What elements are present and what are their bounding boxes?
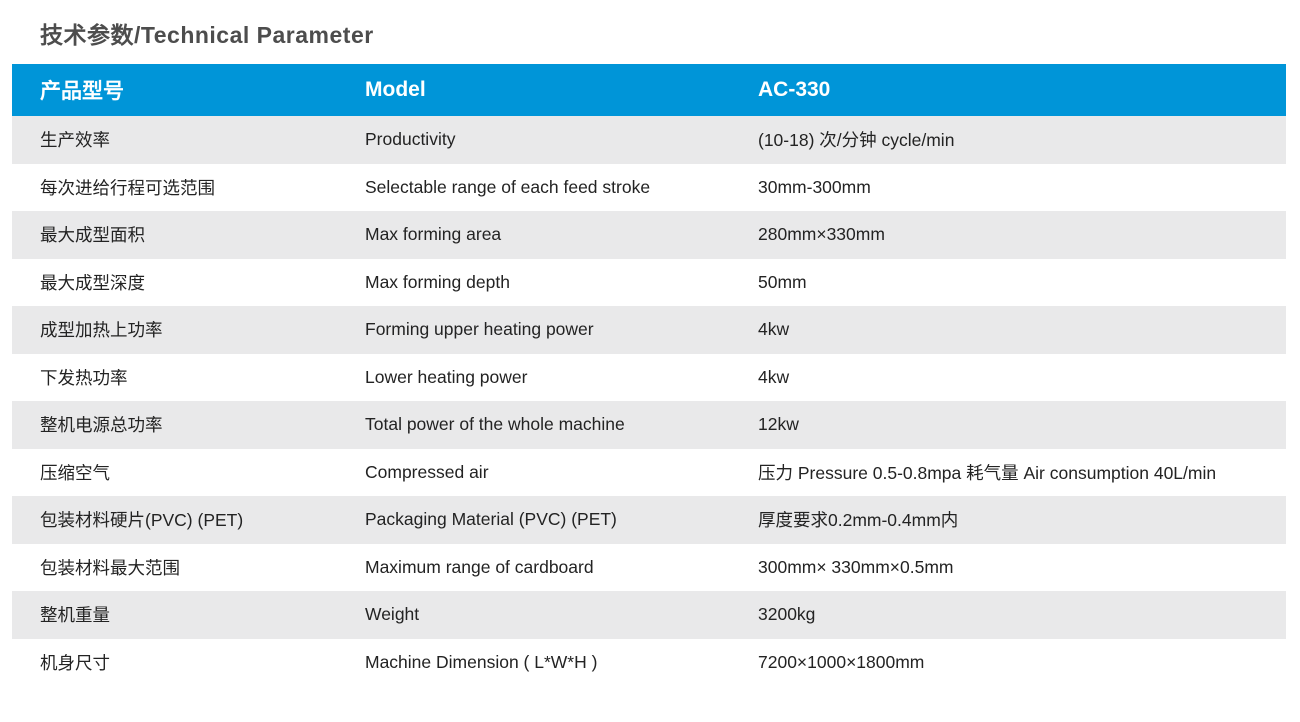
param-name-zh: 最大成型深度 [40, 272, 145, 293]
param-name-en: Forming upper heating power [365, 319, 594, 340]
param-name-zh: 整机重量 [40, 605, 110, 626]
param-value: 厚度要求0.2mm-0.4mm内 [758, 510, 959, 531]
param-name-en: Productivity [365, 129, 456, 150]
param-name-en: Weight [365, 604, 420, 625]
param-name-zh: 压缩空气 [40, 462, 110, 483]
table-row-max-forming-depth: 最大成型深度 Max forming depth 50mm [12, 258, 1286, 306]
table-row-machine-dimension: 机身尺寸 Machine Dimension ( L*W*H ) 7200×10… [12, 638, 1286, 686]
param-name-en: Machine Dimension ( L*W*H ) [365, 651, 598, 672]
param-name-en: Compressed air [365, 461, 489, 482]
table-row-lower-heating-power: 下发热功率 Lower heating power 4kw [12, 353, 1286, 401]
table-row-cardboard-range: 包装材料最大范围 Maximum range of cardboard 300m… [12, 543, 1286, 591]
param-value: 7200×1000×1800mm [758, 651, 925, 672]
table-row-productivity: 生产效率 Productivity (10-18) 次/分钟 cycle/min [12, 116, 1286, 164]
param-name-en: Max forming depth [365, 271, 510, 292]
param-name-zh: 下发热功率 [40, 367, 128, 388]
table-row-packaging-material: 包装材料硬片(PVC) (PET) Packaging Material (PV… [12, 496, 1286, 544]
param-value: 280mm×330mm [758, 224, 885, 245]
technical-parameter-table: 产品型号 Model AC-330 生产效率 Productivity (10-… [12, 64, 1286, 686]
param-value: 4kw [758, 366, 790, 387]
param-value: 30mm-300mm [758, 176, 871, 197]
param-value: 50mm [758, 271, 807, 292]
param-value: 3200kg [758, 604, 816, 625]
param-name-zh: 包装材料硬片(PVC) (PET) [40, 510, 244, 531]
param-name-zh: 包装材料最大范围 [40, 557, 180, 578]
table-header-row: 产品型号 Model AC-330 [12, 64, 1286, 116]
table-row-feed-stroke: 每次进给行程可选范围 Selectable range of each feed… [12, 163, 1286, 211]
param-name-en: Maximum range of cardboard [365, 556, 594, 577]
param-name-zh: 每次进给行程可选范围 [40, 177, 215, 198]
table-row-upper-heating-power: 成型加热上功率 Forming upper heating power 4kw [12, 306, 1286, 354]
page-title: 技术参数/Technical Parameter [40, 22, 374, 48]
param-name-en: Max forming area [365, 224, 502, 245]
param-name-zh: 生产效率 [40, 130, 110, 151]
param-name-en: Total power of the whole machine [365, 414, 625, 435]
header-model-zh: 产品型号 [40, 80, 124, 103]
param-name-zh: 最大成型面积 [40, 225, 145, 246]
param-name-zh: 成型加热上功率 [40, 320, 163, 341]
param-value: 压力 Pressure 0.5-0.8mpa 耗气量 Air consumpti… [758, 462, 1217, 483]
param-name-en: Packaging Material (PVC) (PET) [365, 509, 617, 530]
param-name-zh: 整机电源总功率 [40, 415, 163, 436]
table-row-compressed-air: 压缩空气 Compressed air 压力 Pressure 0.5-0.8m… [12, 448, 1286, 496]
param-value: 12kw [758, 414, 799, 435]
table-row-max-forming-area: 最大成型面积 Max forming area 280mm×330mm [12, 211, 1286, 259]
header-model-value: AC-330 [758, 78, 831, 101]
param-name-en: Lower heating power [365, 366, 528, 387]
header-model-en: Model [365, 78, 426, 101]
param-value: 4kw [758, 319, 790, 340]
param-value: (10-18) 次/分钟 cycle/min [758, 130, 955, 151]
table-row-weight: 整机重量 Weight 3200kg [12, 591, 1286, 639]
param-value: 300mm× 330mm×0.5mm [758, 556, 954, 577]
param-name-en: Selectable range of each feed stroke [365, 176, 651, 197]
param-name-zh: 机身尺寸 [40, 652, 110, 673]
table-row-total-power: 整机电源总功率 Total power of the whole machine… [12, 401, 1286, 449]
